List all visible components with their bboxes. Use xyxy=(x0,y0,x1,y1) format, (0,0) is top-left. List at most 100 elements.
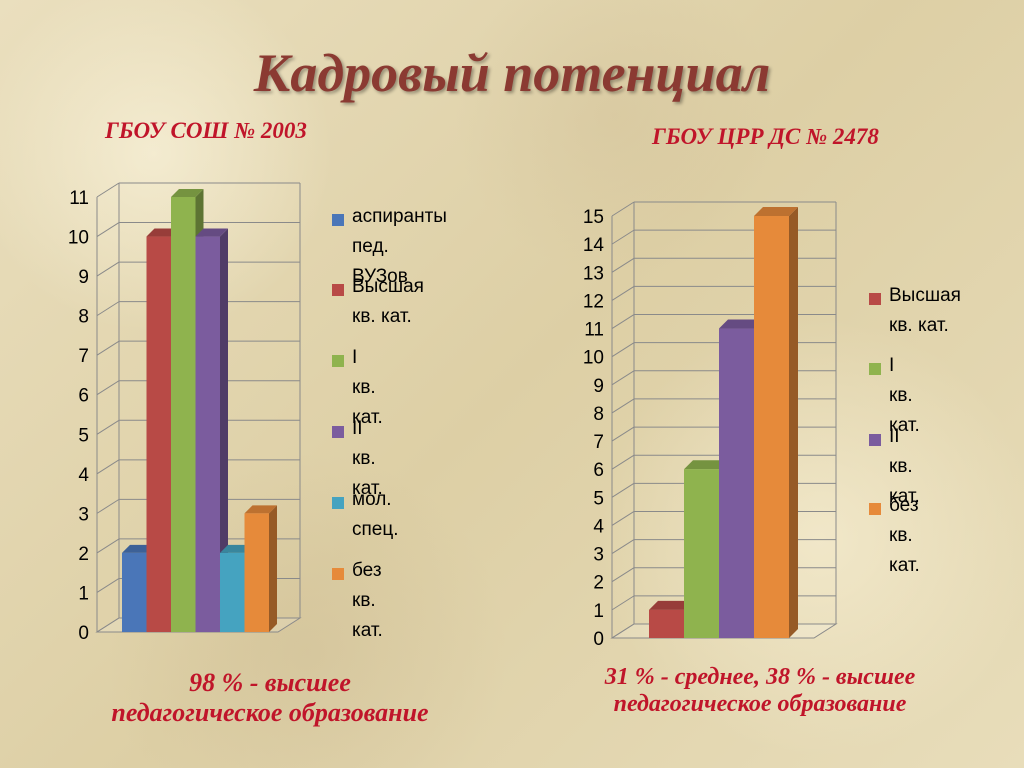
bar-side xyxy=(220,228,228,632)
side-grid-line xyxy=(611,595,635,611)
legend-item-0-3: II кв. кат. xyxy=(332,418,383,504)
chart-1-caption: 98 % - высшее педагогическое образование xyxy=(40,668,500,728)
side-grid-line xyxy=(96,578,120,593)
page-title: Кадровый потенциал xyxy=(253,43,771,103)
legend-label-line: Высшая xyxy=(889,285,961,306)
legend-label: Высшая кв. кат. xyxy=(889,281,961,341)
y-tick-label: 5 xyxy=(78,425,89,446)
side-grid-line xyxy=(611,229,635,245)
bar-0-4 xyxy=(220,552,245,632)
legend-label-line: без кв. xyxy=(889,495,919,546)
bar-0-5 xyxy=(244,513,269,632)
legend-label-line: без кв. xyxy=(352,560,382,611)
side-grid-line xyxy=(611,482,635,498)
legend-swatch xyxy=(869,363,881,375)
legend-label: Высшая кв. кат. xyxy=(352,272,424,332)
bar-1-3 xyxy=(754,216,789,638)
legend-label-line: I кв. кат. xyxy=(889,355,920,436)
side-grid-line xyxy=(96,301,120,317)
side-grid-line xyxy=(611,426,635,442)
legend-label: мол. спец. xyxy=(352,485,399,545)
legend-swatch xyxy=(869,503,881,515)
chart-1: 0 1 2 3 4 5 6 7 8 9 10 11 xyxy=(68,182,302,644)
bar-top xyxy=(244,505,277,514)
y-tick-label: 6 xyxy=(593,460,604,481)
chart-2-caption: 31 % - среднее, 38 % - высшее педагогиче… xyxy=(540,664,980,718)
y-tick-label: 13 xyxy=(583,263,604,284)
legend-swatch xyxy=(332,568,344,580)
legend-label-line: II кв. кат. xyxy=(889,426,920,507)
side-grid-line xyxy=(96,340,120,356)
chart-2-caption-line-1: 31 % - среднее, 38 % - высшее xyxy=(604,664,916,690)
legend-swatch xyxy=(332,355,344,367)
legend-item-0-4: мол. спец. xyxy=(332,489,399,545)
y-tick-label: 15 xyxy=(583,207,604,228)
legend-item-1-1: I кв. кат. xyxy=(869,355,920,441)
y-tick-label: 10 xyxy=(583,348,604,369)
side-grid-line xyxy=(96,261,120,277)
legend-item-0-1: Высшая кв. кат. xyxy=(332,276,424,332)
chart-2-title: ГБОУ ЦРР ДС № 2478 xyxy=(652,124,879,149)
legend-swatch xyxy=(332,214,344,226)
legend-label: II кв. кат. xyxy=(889,422,920,512)
y-tick-label: 7 xyxy=(78,346,89,367)
y-tick-label: 8 xyxy=(78,307,89,328)
legend-label-line: I кв. кат. xyxy=(352,347,383,428)
side-grid-line xyxy=(611,342,635,358)
y-tick-label: 12 xyxy=(583,291,604,312)
y-tick-label: 9 xyxy=(78,267,89,288)
y-tick-label: 0 xyxy=(593,629,604,650)
legend-label-line: Высшая xyxy=(352,276,424,297)
bar-top xyxy=(719,319,763,329)
legend-item-0-2: I кв. кат. xyxy=(332,347,383,433)
bar-top xyxy=(122,544,155,553)
side-grid-line xyxy=(96,380,120,396)
y-tick-label: 10 xyxy=(68,228,89,249)
side-grid-line xyxy=(611,454,635,470)
bar-1-2 xyxy=(719,328,754,638)
bar-0-3 xyxy=(195,236,220,632)
bar-1-0 xyxy=(649,609,684,638)
side-grid-line xyxy=(96,222,120,237)
bar-0-1 xyxy=(146,236,171,632)
bar-top xyxy=(171,189,204,197)
legend-item-0-5: без кв. кат. xyxy=(332,560,383,646)
chart-1-title: ГБОУ СОШ № 2003 xyxy=(105,118,307,143)
y-tick-label: 1 xyxy=(78,583,89,604)
side-grid-line xyxy=(96,182,120,198)
legend-label-line: кат. xyxy=(889,555,920,576)
legend-label: без кв. кат. xyxy=(889,491,920,581)
legend-item-1-3: без кв. кат. xyxy=(869,495,920,581)
side-grid-line xyxy=(96,459,120,475)
y-tick-label: 14 xyxy=(583,235,605,256)
y-tick-label: 11 xyxy=(584,320,604,341)
legend-label: I кв. кат. xyxy=(889,351,920,441)
bar-top xyxy=(684,460,728,470)
y-tick-label: 5 xyxy=(593,488,604,509)
bar-1-1 xyxy=(684,469,719,638)
side-grid-line xyxy=(611,201,635,217)
side-grid-line xyxy=(96,538,120,554)
legend-label: I кв. кат. xyxy=(352,343,383,433)
y-tick-label: 9 xyxy=(593,376,604,397)
legend-label-line: пед. ВУЗов xyxy=(352,236,408,287)
legend-swatch xyxy=(869,434,881,446)
bar-0-2 xyxy=(171,197,196,632)
bar-side xyxy=(269,505,277,632)
bar-top xyxy=(195,228,228,237)
chart-2-caption-line-2: педагогическое образование xyxy=(613,691,907,717)
side-grid-line xyxy=(611,314,635,329)
y-tick-label: 3 xyxy=(78,504,89,525)
side-grid-line xyxy=(611,539,635,555)
y-tick-label: 1 xyxy=(593,601,604,622)
bar-top xyxy=(754,207,798,216)
side-grid-line xyxy=(611,511,635,526)
legend-item-1-0: Высшая кв. кат. xyxy=(869,285,961,341)
legend-swatch xyxy=(332,497,344,509)
bar-top xyxy=(220,544,253,553)
y-tick-label: 6 xyxy=(78,386,89,407)
bar-top xyxy=(649,600,693,610)
legend-label-line: II кв. кат. xyxy=(352,418,383,499)
